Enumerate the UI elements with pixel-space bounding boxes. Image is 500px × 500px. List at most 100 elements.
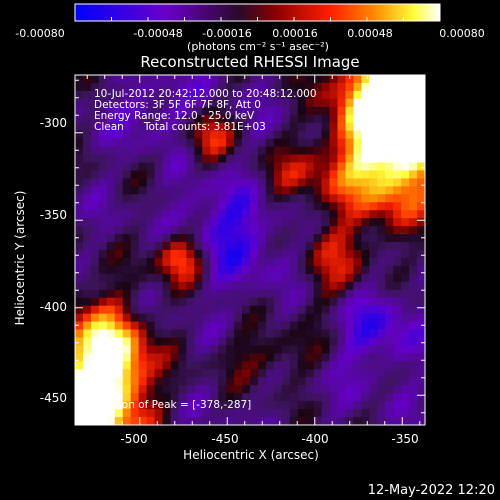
image-pixel	[361, 321, 370, 331]
image-pixel	[305, 265, 315, 275]
image-pixel	[257, 257, 267, 267]
image-pixel	[369, 305, 378, 315]
image-pixel	[385, 250, 394, 259]
image-pixel	[218, 82, 227, 92]
image-pixel	[178, 353, 187, 362]
image-pixel	[130, 417, 140, 425]
image-pixel	[409, 242, 418, 251]
image-pixel	[265, 138, 275, 148]
image-pixel	[90, 417, 100, 425]
image-pixel	[186, 234, 195, 243]
image-pixel	[106, 218, 116, 227]
image-pixel	[202, 98, 211, 108]
image-pixel	[329, 345, 339, 355]
image-pixel	[138, 361, 148, 370]
image-pixel	[202, 305, 211, 315]
image-pixel	[305, 82, 315, 92]
image-pixel	[170, 82, 180, 92]
image-pixel	[170, 361, 180, 370]
image-pixel	[178, 106, 187, 116]
image-pixel	[138, 273, 148, 283]
image-pixel	[345, 234, 355, 243]
image-pixel	[385, 178, 394, 187]
image-pixel	[130, 321, 140, 331]
image-pixel	[162, 82, 172, 92]
image-pixel	[281, 75, 291, 84]
image-pixel	[313, 361, 323, 370]
image-pixel	[82, 265, 92, 275]
image-pixel	[385, 210, 394, 219]
image-pixel	[257, 337, 267, 347]
image-pixel	[273, 138, 283, 148]
image-pixel	[393, 130, 402, 140]
footer-timestamp: 12-May-2022 12:20	[368, 483, 495, 498]
image-pixel	[146, 393, 156, 402]
image-pixel	[393, 305, 402, 315]
image-pixel	[146, 401, 156, 410]
image-pixel	[130, 178, 140, 187]
image-pixel	[98, 82, 108, 92]
image-pixel	[106, 401, 116, 410]
image-pixel	[202, 75, 211, 84]
image-pixel	[146, 242, 156, 251]
image-pixel	[90, 162, 100, 172]
image-pixel	[393, 409, 402, 418]
y-tick-label: -350	[40, 208, 67, 222]
image-pixel	[170, 281, 180, 291]
image-pixel	[210, 313, 219, 323]
image-pixel	[361, 289, 370, 299]
image-pixel	[393, 138, 402, 148]
image-pixel	[409, 226, 418, 235]
image-pixel	[305, 178, 315, 187]
image-pixel	[369, 289, 378, 299]
image-pixel	[178, 122, 187, 132]
x-tick-label: -500	[120, 432, 147, 446]
image-pixel	[305, 90, 315, 100]
image-pixel	[162, 345, 172, 355]
image-pixel	[114, 273, 124, 283]
image-pixel	[345, 130, 355, 140]
image-pixel	[138, 257, 148, 267]
image-pixel	[273, 114, 283, 124]
image-pixel	[313, 353, 323, 362]
image-pixel	[226, 242, 235, 251]
image-pixel	[146, 210, 156, 219]
image-pixel	[337, 154, 347, 164]
image-pixel	[82, 122, 92, 132]
image-pixel	[305, 369, 315, 378]
image-pixel	[385, 138, 394, 148]
image-pixel	[90, 385, 100, 394]
image-pixel	[265, 281, 275, 291]
image-pixel	[210, 234, 219, 243]
image-pixel	[281, 305, 291, 315]
image-pixel	[138, 401, 148, 410]
image-pixel	[202, 242, 211, 251]
image-pixel	[281, 361, 291, 370]
image-pixel	[130, 281, 140, 291]
image-pixel	[329, 122, 339, 132]
image-pixel	[321, 409, 331, 418]
image-pixel	[409, 409, 418, 418]
image-pixel	[98, 210, 108, 219]
image-pixel	[313, 202, 323, 211]
image-pixel	[82, 305, 92, 315]
image-pixel	[210, 202, 219, 211]
image-pixel	[138, 178, 148, 187]
image-pixel	[210, 393, 219, 402]
image-pixel	[130, 273, 140, 283]
image-pixel	[218, 250, 227, 259]
image-pixel	[265, 154, 275, 164]
image-pixel	[242, 321, 251, 331]
image-pixel	[273, 265, 283, 275]
image-pixel	[98, 313, 108, 323]
image-pixel	[377, 289, 386, 299]
image-pixel	[345, 90, 355, 100]
image-pixel	[98, 345, 108, 355]
image-pixel	[218, 146, 227, 156]
image-pixel	[75, 186, 84, 195]
image-pixel	[75, 98, 84, 108]
image-pixel	[345, 114, 355, 124]
image-pixel	[114, 321, 124, 331]
image-pixel	[250, 114, 259, 124]
image-pixel	[273, 377, 283, 386]
